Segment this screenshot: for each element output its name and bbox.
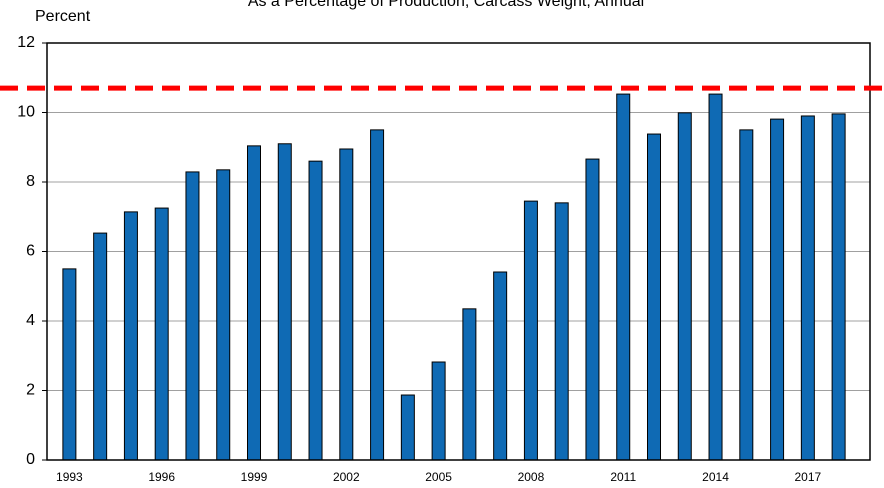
- plot-border: [46, 42, 871, 461]
- bar: [277, 143, 292, 461]
- y-tick-label: 0: [26, 451, 35, 468]
- bar: [400, 394, 415, 461]
- y-tick-label: 2: [26, 382, 35, 399]
- bar: [523, 200, 538, 461]
- x-tick-label: 1999: [241, 470, 268, 484]
- bar: [93, 232, 108, 461]
- x-tick-label: 2005: [425, 470, 452, 484]
- x-tick-label: 2017: [794, 470, 821, 484]
- bar: [739, 129, 754, 461]
- x-tick-label: 1993: [56, 470, 83, 484]
- x-tick-label: 1996: [148, 470, 175, 484]
- bar: [431, 361, 446, 461]
- x-tick-label: 2002: [333, 470, 360, 484]
- bar: [800, 115, 815, 461]
- y-tick-label: 12: [17, 34, 35, 51]
- bar: [308, 160, 323, 461]
- y-tick-label: 10: [17, 104, 35, 121]
- bar: [247, 145, 261, 461]
- y-tick-label: 6: [26, 243, 35, 260]
- x-tick-label: 2011: [610, 470, 636, 484]
- chart-title: As a Percentage of Production, Carcass W…: [248, 0, 644, 10]
- bar: [585, 158, 600, 461]
- bar: [216, 169, 231, 461]
- bar: [831, 113, 846, 461]
- y-axis-label: Percent: [35, 8, 91, 25]
- bar: [62, 268, 77, 461]
- bar: [339, 148, 354, 461]
- bar: [770, 118, 785, 461]
- bar: [370, 129, 385, 461]
- bar: [677, 112, 692, 461]
- bar: [493, 271, 508, 461]
- bar: [123, 211, 138, 461]
- x-tick-label: 2008: [518, 470, 545, 484]
- y-tick-label: 8: [26, 173, 35, 190]
- y-tick-label: 4: [26, 312, 35, 329]
- bar: [554, 202, 569, 461]
- x-tick-label: 2014: [702, 470, 729, 484]
- bar: [647, 133, 661, 461]
- bar: [708, 93, 723, 461]
- bar: [616, 93, 631, 461]
- bar: [185, 171, 200, 461]
- bar: [462, 308, 477, 461]
- bar: [154, 207, 169, 461]
